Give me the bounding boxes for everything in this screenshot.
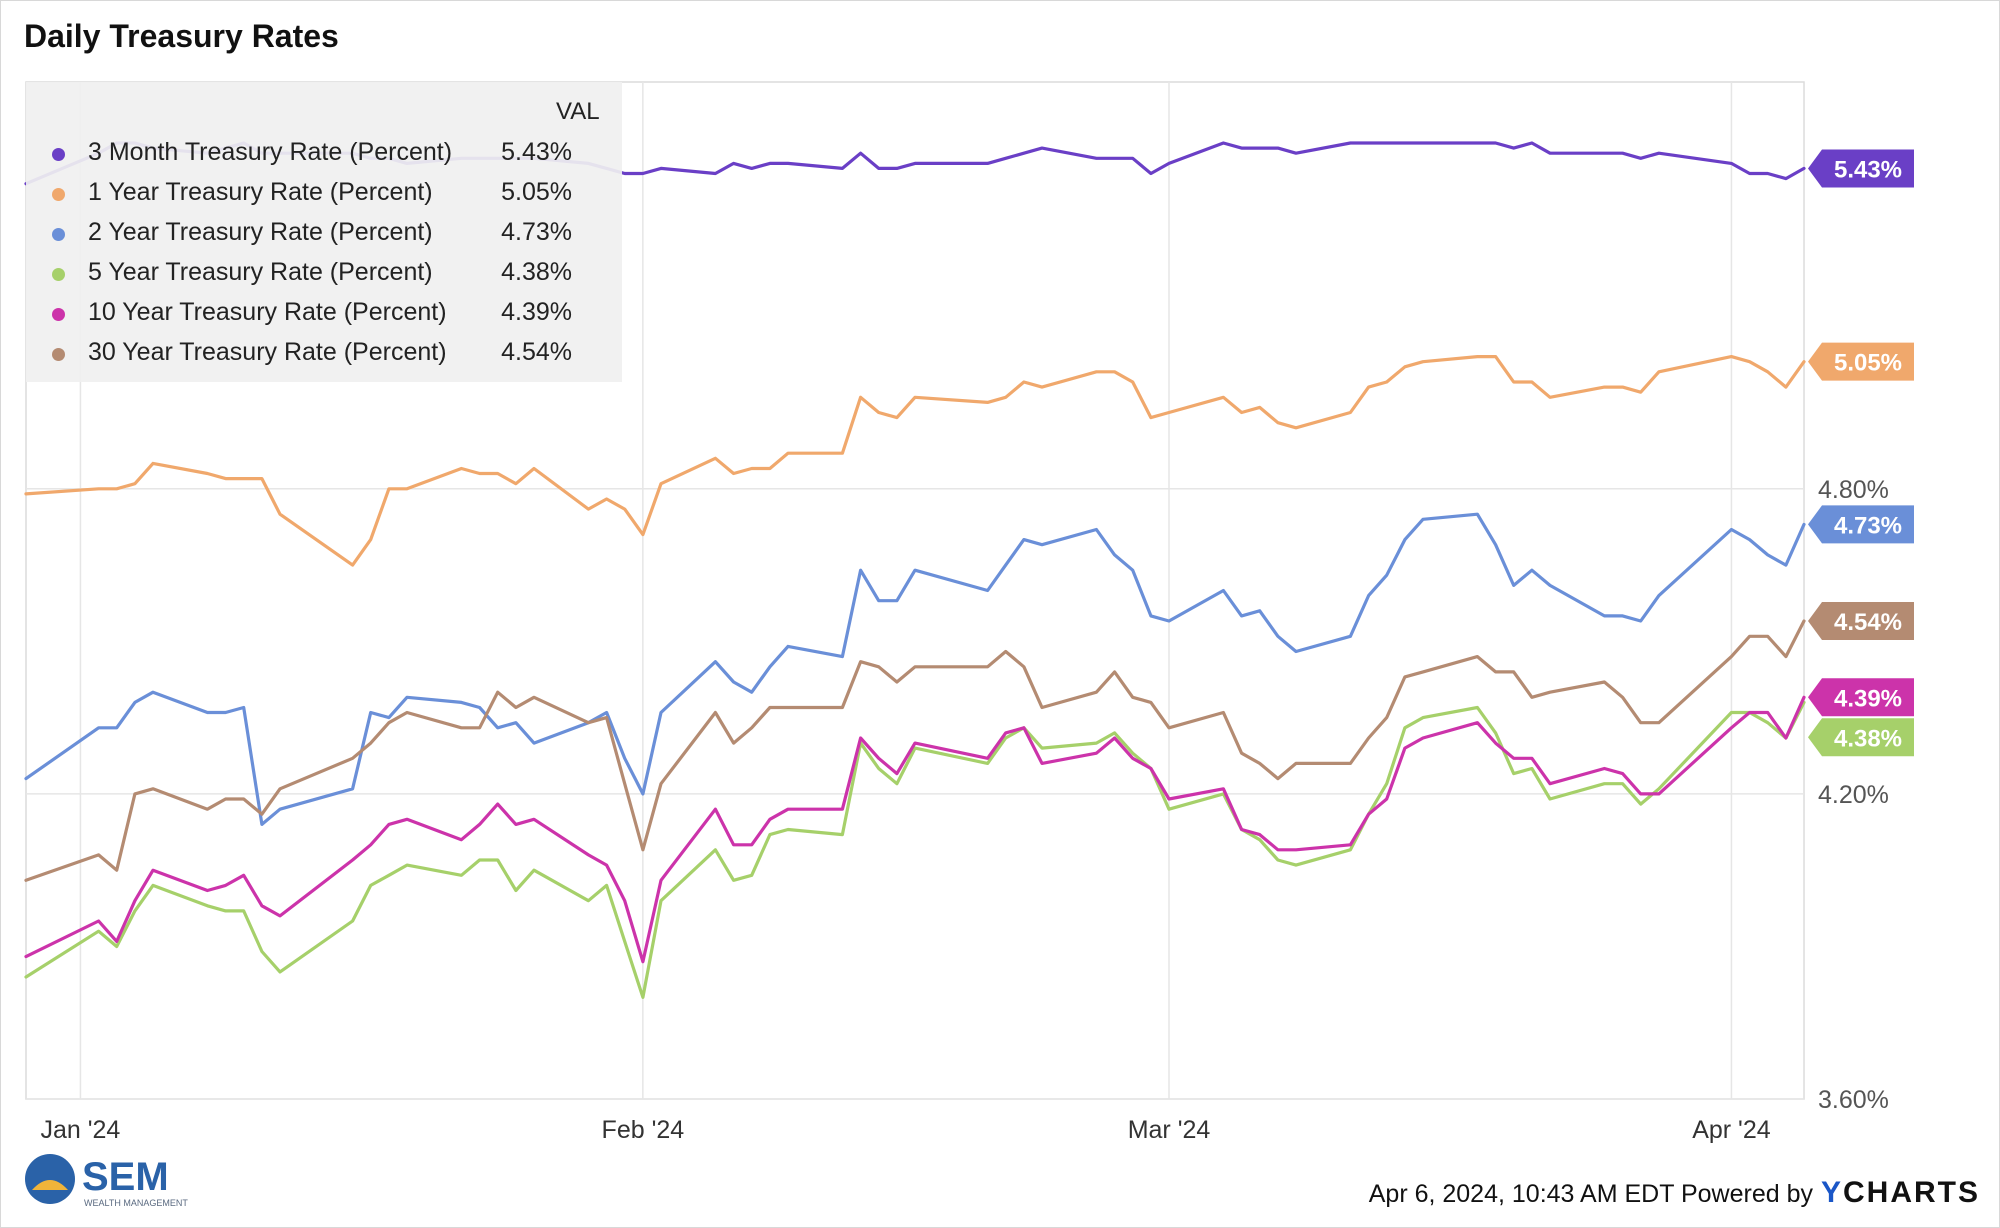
legend-item-label: 5 Year Treasury Rate (Percent): [88, 258, 433, 286]
series-line: [24, 512, 1806, 827]
footer: Apr 6, 2024, 10:43 AM EDT Powered by YCHA…: [1369, 1176, 1980, 1210]
badge-shape: [1808, 718, 1914, 757]
series-line: [24, 355, 1806, 567]
ycharts-brand[interactable]: YCHARTS: [1821, 1176, 1980, 1209]
legend-item-1-year[interactable]: 1 Year Treasury Rate (Percent) 5.05%: [26, 174, 622, 214]
end-value-badge: 4.39%: [1808, 678, 1914, 717]
legend-item-value: 4.54%: [501, 338, 572, 366]
legend-item-label: 10 Year Treasury Rate (Percent): [88, 298, 447, 326]
legend-item-2-year[interactable]: 2 Year Treasury Rate (Percent) 4.73%: [26, 214, 622, 254]
ycharts-rest: CHARTS: [1843, 1176, 1980, 1209]
end-value-badge: 5.05%: [1808, 342, 1914, 381]
legend-item-5-year[interactable]: 5 Year Treasury Rate (Percent) 4.38%: [26, 254, 622, 294]
badge-label: 4.73%: [1834, 512, 1902, 539]
legend-item-3-month[interactable]: 3 Month Treasury Rate (Percent) 5.43%: [26, 134, 622, 174]
legend-item-value: 4.38%: [501, 258, 572, 286]
x-tick-label: Apr '24: [1692, 1116, 1771, 1144]
legend-dot-icon: [52, 188, 65, 201]
legend-item-label: 1 Year Treasury Rate (Percent): [88, 178, 433, 206]
y-tick-label: 3.60%: [1818, 1086, 1889, 1114]
legend-item-30-year[interactable]: 30 Year Treasury Rate (Percent) 4.54%: [26, 334, 622, 374]
x-tick-label: Mar '24: [1128, 1116, 1211, 1144]
legend-header: VAL: [556, 98, 600, 125]
series-lines: [24, 141, 1806, 999]
end-value-badge: 5.43%: [1808, 149, 1914, 188]
end-value-badges: 5.43% 5.05% 4.73% 4.54% 4.39% 4.38%: [1808, 149, 1914, 757]
legend-item-value: 4.73%: [501, 218, 572, 246]
series-line: [24, 700, 1806, 999]
legend-item-label: 30 Year Treasury Rate (Percent): [88, 338, 447, 366]
y-tick-label: 4.20%: [1818, 781, 1889, 809]
x-tick-label: Feb '24: [602, 1116, 685, 1144]
legend-dot-icon: [52, 228, 65, 241]
badge-shape: [1808, 678, 1914, 717]
ycharts-y: Y: [1820, 1176, 1843, 1209]
legend-item-value: 4.39%: [501, 298, 572, 326]
tick-labels: 3.60% 4.20% 4.80% Jan '24 Feb '24 Mar '24 Apr …: [41, 476, 1889, 1144]
y-tick-label: 4.80%: [1818, 476, 1889, 504]
legend-item-label: 3 Month Treasury Rate (Percent): [88, 138, 453, 166]
end-value-badge: 4.73%: [1808, 505, 1914, 544]
end-value-badge: 4.38%: [1808, 718, 1914, 757]
badge-shape: [1808, 342, 1914, 381]
legend-dot-icon: [52, 268, 65, 281]
logo-swoosh: [32, 1180, 68, 1190]
sem-logo: SEM WEALTH MANAGEMENT: [25, 1154, 188, 1208]
end-value-badge: 4.54%: [1808, 602, 1914, 641]
series-line: [24, 619, 1806, 882]
legend-dot-icon: [52, 348, 65, 361]
globe-icon: [25, 1154, 75, 1204]
legend-item-value: 5.43%: [501, 138, 572, 166]
badge-label: 5.43%: [1834, 156, 1902, 183]
footer-timestamp: Apr 6, 2024, 10:43 AM EDT Powered by: [1368, 1180, 1813, 1208]
series-line: [24, 695, 1806, 964]
logo-text: SEM: [82, 1155, 169, 1199]
badge-shape: [1808, 149, 1914, 188]
grid-lines: [25, 81, 1805, 1100]
legend-item-label: 2 Year Treasury Rate (Percent): [88, 218, 433, 246]
badge-label: 5.05%: [1834, 350, 1902, 377]
legend-item-10-year[interactable]: 10 Year Treasury Rate (Percent) 4.39%: [26, 294, 622, 334]
x-tick-label: Jan '24: [41, 1116, 121, 1144]
chart-title: Daily Treasury Rates: [24, 18, 339, 54]
badge-label: 4.54%: [1834, 609, 1902, 636]
legend-dot-icon: [52, 148, 65, 161]
badge-shape: [1808, 602, 1914, 641]
badge-label: 4.38%: [1834, 725, 1902, 752]
legend-dot-icon: [52, 308, 65, 321]
legend-item-value: 5.05%: [501, 178, 572, 206]
badge-shape: [1808, 505, 1914, 544]
logo-subtitle: WEALTH MANAGEMENT: [84, 1198, 188, 1208]
legend: VAL 3 Month Treasury Rate (Percent) 5.43…: [26, 82, 622, 382]
badge-label: 4.39%: [1834, 685, 1902, 712]
